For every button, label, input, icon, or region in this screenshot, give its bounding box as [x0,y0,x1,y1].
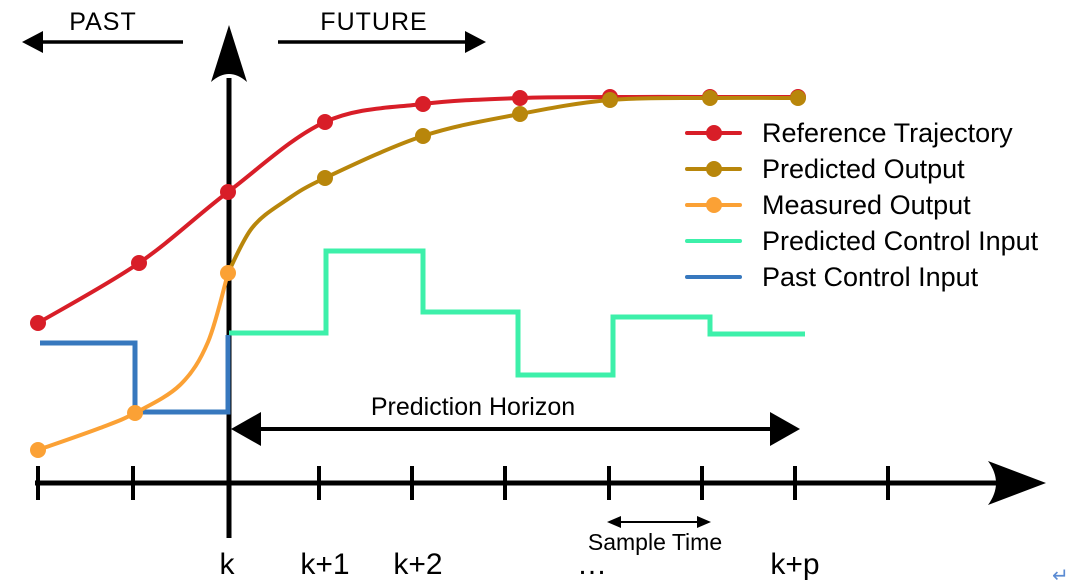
legend-item-reference-trajectory: Reference Trajectory [685,115,1013,151]
measured-output-marker [30,442,46,458]
legend-label: Past Control Input [762,261,979,292]
legend-dot-icon [705,161,722,177]
reference-trajectory-marker [317,114,333,130]
legend-item-past-control-input: Past Control Input [685,259,978,295]
predicted-output-marker [702,90,718,106]
reference-trajectory-marker [220,184,236,200]
predicted-control-input-line [229,248,805,378]
reference-trajectory-marker [512,90,528,106]
line-break-mark: ↵ [1052,565,1069,587]
legend-swatch-icon [685,259,742,295]
reference-trajectory-marker [131,255,147,271]
tick-label-k-2: k+2 [393,548,443,581]
measured-output-curve [37,272,230,452]
legend-line-icon [685,239,742,243]
prediction-horizon-label: Prediction Horizon [370,393,576,421]
past-arrowhead-icon [22,31,43,53]
reference-trajectory-marker [415,96,431,112]
x-axis-arrowhead-icon [988,461,1046,505]
tick-label-k: k [219,548,235,581]
legend-label: Measured Output [762,189,971,220]
predicted-output-marker [790,90,806,106]
legend-swatch-icon [685,187,742,223]
legend-dot-icon [705,197,722,213]
legend-item-measured-output: Measured Output [685,187,971,223]
legend-item-predicted-output: Predicted Output [685,151,965,187]
reference-trajectory-marker [30,315,46,331]
measured-output-marker [220,265,236,281]
predicted-output-marker [317,170,333,186]
legend-line-icon [685,275,742,279]
y-axis-arrowhead-icon [211,25,247,82]
tick-label-k-p: k+p [770,548,820,581]
predicted-output-marker [415,128,431,144]
legend-label: Reference Trajectory [762,117,1013,148]
past-label: PAST [69,8,137,36]
legend-item-predicted-control-input: Predicted Control Input [685,223,1038,259]
sample-time-right-arrowhead-icon [697,516,711,528]
predicted-output-curve [226,95,799,274]
legend-swatch-icon [685,151,742,187]
past-control-input-line [40,335,231,415]
sample-time-left-arrowhead-icon [607,516,621,528]
future-arrowhead-icon [465,31,486,53]
measured-output-marker [127,405,143,421]
predicted-output-marker [602,92,618,108]
legend-swatch-icon [685,223,742,259]
tick-label--: … [577,548,607,581]
predicted-output-marker [512,106,528,122]
legend-swatch-icon [685,115,742,151]
future-label: FUTURE [320,8,428,36]
legend-label: Predicted Output [762,153,965,184]
legend-label: Predicted Control Input [762,225,1039,256]
sample-time-label: Sample Time [587,529,723,555]
prediction-horizon-right-arrowhead-icon [770,412,800,446]
legend-dot-icon [705,125,722,141]
tick-label-k-1: k+1 [300,548,350,581]
prediction-horizon-left-arrowhead-icon [231,412,261,446]
